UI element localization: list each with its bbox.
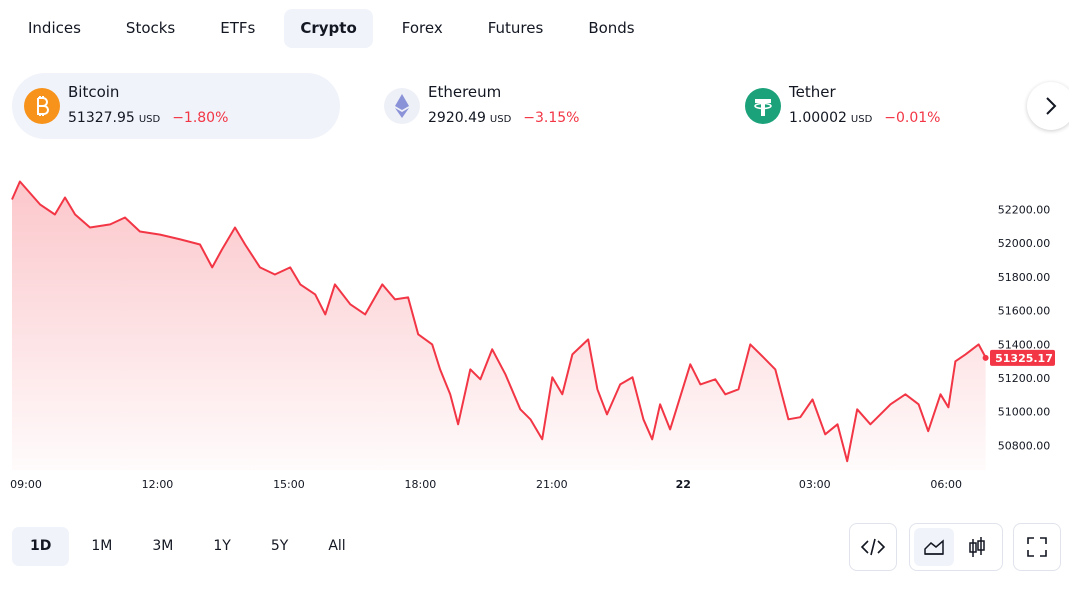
ticker-quote: 2920.49 USD −3.15% <box>428 110 580 126</box>
next-button[interactable] <box>1027 82 1069 130</box>
ticker-name: Bitcoin <box>68 83 120 101</box>
last-dot <box>982 354 989 361</box>
price: 2920.49 <box>428 110 486 126</box>
tab[interactable]: ETFs <box>220 19 256 37</box>
ticker-card[interactable]: Bitcoin 51327.95 USD −1.80% <box>12 73 340 139</box>
y-tick-label: 51000.00 <box>998 406 1051 419</box>
coin-icon <box>384 88 420 124</box>
tab[interactable]: Stocks <box>125 19 176 37</box>
change: −3.15% <box>523 110 580 126</box>
tab[interactable]: Bonds <box>588 19 635 37</box>
tab[interactable]: Forex <box>401 19 443 37</box>
ticker-name: Tether <box>789 83 836 101</box>
x-tick-label: 15:00 <box>273 478 305 491</box>
range-button[interactable]: 3M <box>152 538 174 554</box>
chart: 50800.00 51000.00 51200.00 51400.00 51600.00… <box>10 180 1055 491</box>
candle-style-button[interactable] <box>969 537 985 557</box>
currency: USD <box>138 114 161 125</box>
y-tick-label: 51600.00 <box>998 305 1051 318</box>
price: 1.00002 <box>789 110 847 126</box>
ticker-card[interactable]: Ethereum 2920.49 USD −3.15% <box>372 73 700 139</box>
style-icons <box>914 528 985 566</box>
y-tick-label: 51400.00 <box>998 338 1051 351</box>
x-tick-label: 12:00 <box>142 478 174 491</box>
last-value-badge <box>990 349 1055 366</box>
ticker-quote: 1.00002 USD −0.01% <box>789 110 941 126</box>
y-tick-label: 50800.00 <box>998 439 1051 452</box>
y-tick-label: 52200.00 <box>998 203 1051 216</box>
embed-button[interactable] <box>849 523 897 571</box>
area-fill <box>12 181 986 470</box>
range-button[interactable]: 5Y <box>270 538 289 554</box>
x-tick-label: 18:00 <box>405 478 437 491</box>
range-button[interactable]: 1Y <box>213 538 231 554</box>
currency: USD <box>489 114 512 125</box>
area-style-button[interactable] <box>914 528 954 566</box>
chart-style-toggle <box>909 523 1003 571</box>
range-bar: 1D 1M 3M 1Y 5Y All <box>12 527 368 566</box>
tab[interactable]: Indices <box>28 19 81 37</box>
ticker-card[interactable]: Tether 1.00002 USD −0.01% <box>733 73 1061 139</box>
fullscreen-button[interactable] <box>1013 523 1061 571</box>
price: 51327.95 <box>68 110 135 126</box>
chevron-icon <box>1046 97 1057 115</box>
tab[interactable]: Futures <box>487 19 544 37</box>
x-tick-label: 06:00 <box>930 478 962 491</box>
y-tick-label: 51800.00 <box>998 271 1051 284</box>
change: −1.80% <box>172 110 229 126</box>
y-tick-label: 51200.00 <box>998 372 1051 385</box>
y-tick-label: 52000.00 <box>998 237 1051 250</box>
x-tick-label: 03:00 <box>799 478 831 491</box>
coin-icon <box>24 88 60 124</box>
tab[interactable]: Crypto <box>284 9 373 48</box>
x-tick-label: 09:00 <box>10 478 42 491</box>
price-line <box>11 180 987 463</box>
ticker-name: Ethereum <box>428 83 502 101</box>
ticker-quote: 51327.95 USD −1.80% <box>68 110 228 126</box>
range-button[interactable]: 1M <box>91 538 113 554</box>
range-button[interactable]: All <box>328 538 346 554</box>
x-tick-label: 22 <box>676 478 691 491</box>
fullscreen-icon <box>1027 537 1047 557</box>
range-button[interactable]: 1D <box>12 527 70 566</box>
code-icon <box>860 538 886 556</box>
currency: USD <box>850 114 873 125</box>
tab-bar: Indices Stocks ETFs Crypto Forex Futures… <box>12 9 664 48</box>
last-value-label: 51325.17 <box>995 352 1053 365</box>
change: −0.01% <box>884 110 941 126</box>
coin-icon <box>745 88 781 124</box>
x-tick-label: 21:00 <box>536 478 568 491</box>
